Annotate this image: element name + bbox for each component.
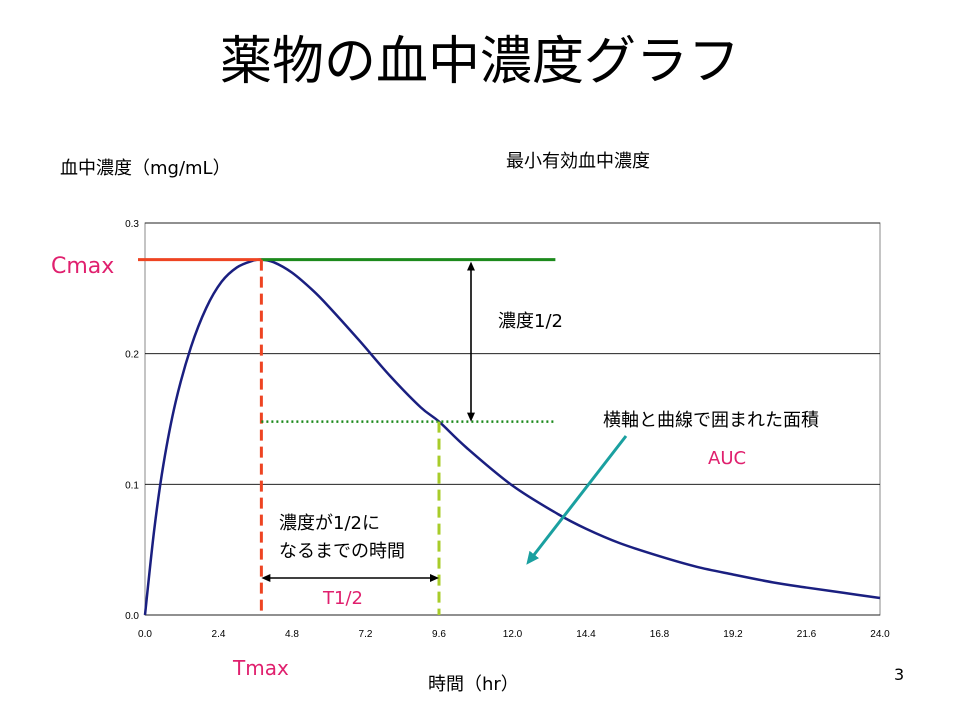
page-title: 薬物の血中濃度グラフ — [219, 32, 740, 92]
y-tick-label: 0.3 — [125, 219, 139, 230]
x-tick-label: 9.6 — [432, 629, 446, 640]
x-tick-label: 0.0 — [138, 629, 152, 640]
x-tick-label: 14.4 — [576, 629, 596, 640]
y-tick-label: 0.1 — [125, 480, 139, 491]
x-tick-label: 7.2 — [359, 629, 373, 640]
cmax-label: Cmax — [51, 254, 115, 279]
x-tick-label: 4.8 — [285, 629, 299, 640]
y-tick-label: 0.0 — [125, 611, 139, 622]
auc-label: AUC — [708, 448, 747, 469]
half-concentration-label: 濃度1/2 — [498, 311, 563, 332]
x-tick-label: 2.4 — [212, 629, 226, 640]
time-to-half-label-line1: 濃度が1/2に — [279, 513, 380, 534]
page-number: 3 — [894, 665, 905, 684]
x-tick-label: 16.8 — [650, 629, 670, 640]
concentration-curve — [143, 258, 881, 616]
x-tick-label: 19.2 — [723, 629, 743, 640]
x-axis-label: 時間（hr） — [428, 674, 519, 695]
y-axis-label: 血中濃度（mg/mL） — [60, 158, 231, 179]
tmax-label: Tmax — [233, 656, 289, 680]
x-tick-label: 24.0 — [870, 629, 890, 640]
half-life-label: T1/2 — [323, 588, 363, 609]
x-tick-label: 12.0 — [503, 629, 523, 640]
auc-pointer-arrow — [526, 435, 628, 565]
y-tick-labels: 0.0 0.1 0.2 0.3 — [125, 219, 139, 622]
y-tick-label: 0.2 — [125, 350, 139, 361]
area-description-label: 横軸と曲線で囲まれた面積 — [603, 410, 819, 431]
mec-label: 最小有効血中濃度 — [506, 151, 650, 172]
x-tick-label: 21.6 — [797, 629, 817, 640]
time-to-half-label-line2: なるまでの時間 — [279, 541, 405, 562]
x-tick-labels: 0.0 2.4 4.8 7.2 9.6 12.0 14.4 16.8 19.2 21.6 24.0 — [138, 629, 890, 640]
